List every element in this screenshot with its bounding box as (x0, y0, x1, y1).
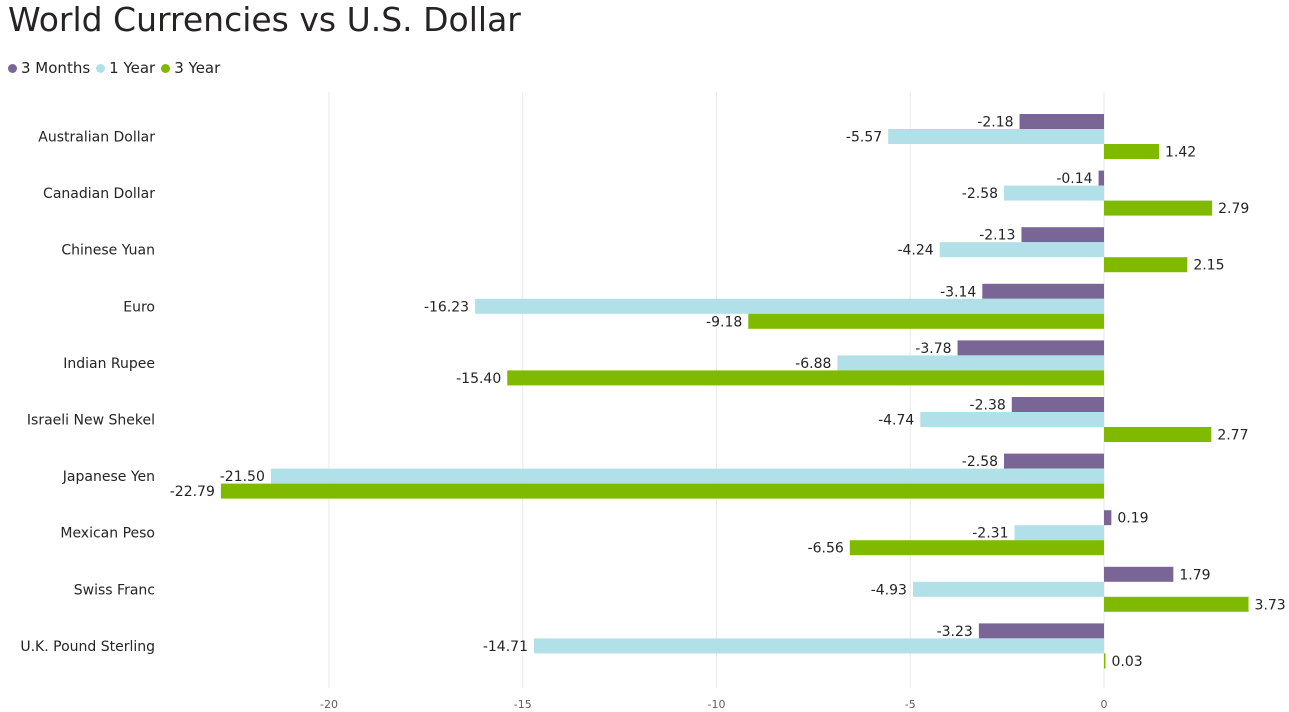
data-label: 0.03 (1112, 654, 1143, 670)
data-label: -0.14 (1056, 171, 1092, 187)
data-label: -4.74 (878, 413, 914, 429)
data-label: 1.42 (1165, 145, 1196, 161)
bar (920, 412, 1104, 427)
x-tick-label: -5 (905, 698, 916, 711)
bar (1098, 170, 1104, 186)
bar (982, 283, 1104, 299)
data-label: -2.58 (962, 186, 998, 202)
bar (1104, 427, 1212, 442)
bar (1019, 114, 1104, 129)
data-label: -2.13 (979, 228, 1015, 244)
x-tick-label: -20 (320, 698, 338, 711)
data-label: -2.38 (970, 398, 1006, 414)
legend-item-3-months[interactable]: 3 Months (8, 59, 90, 77)
bar (1004, 453, 1104, 469)
category-label: Canadian Dollar (43, 186, 155, 202)
legend-swatch-3-months (8, 63, 17, 73)
bar (220, 483, 1104, 499)
legend-swatch-1-year (96, 63, 106, 73)
data-label: 1.79 (1179, 567, 1210, 583)
bar (1011, 397, 1104, 412)
bar (1021, 227, 1104, 243)
category-label: Israeli New Shekel (27, 413, 155, 429)
data-label: -16.23 (424, 299, 469, 315)
data-label: -5.57 (846, 130, 882, 146)
bar (475, 298, 1104, 314)
category-label: Australian Dollar (38, 130, 155, 146)
data-label: -22.79 (170, 484, 215, 500)
bar (957, 340, 1104, 356)
category-label: Swiss Franc (74, 582, 155, 598)
legend: 3 Months 1 Year 3 Year (8, 57, 226, 79)
data-label: -6.56 (808, 541, 844, 557)
data-label: -4.93 (871, 582, 907, 598)
bar (1104, 596, 1249, 612)
bar (1104, 510, 1112, 526)
x-tick-label: -10 (708, 698, 726, 711)
category-label: Japanese Yen (62, 469, 155, 485)
legend-item-3-year[interactable]: 3 Year (161, 59, 220, 77)
category-label: Euro (123, 299, 155, 315)
data-label: 2.15 (1193, 258, 1224, 274)
bar (837, 355, 1104, 371)
bar (748, 313, 1104, 329)
data-label: -15.40 (456, 371, 501, 387)
data-label: -4.24 (897, 243, 933, 259)
legend-item-1-year[interactable]: 1 Year (96, 59, 155, 77)
data-label: -9.18 (706, 314, 742, 330)
data-label: 2.79 (1218, 201, 1249, 217)
bar (1104, 257, 1188, 273)
data-label: -3.23 (937, 624, 973, 640)
bar (1004, 185, 1104, 201)
data-label: -3.14 (940, 284, 976, 300)
bar (978, 623, 1104, 639)
category-label: U.K. Pound Sterling (20, 639, 155, 655)
bar (849, 540, 1104, 556)
bar (888, 129, 1104, 144)
chart-title: World Currencies vs U.S. Dollar (8, 0, 521, 39)
category-label: Mexican Peso (60, 526, 155, 542)
bar (270, 468, 1104, 484)
data-label: 0.19 (1117, 511, 1148, 527)
legend-label-3-year: 3 Year (174, 59, 221, 77)
category-label: Indian Rupee (63, 356, 155, 372)
category-label: Chinese Yuan (61, 243, 155, 259)
data-label: -3.78 (915, 341, 951, 357)
data-label: -2.58 (962, 454, 998, 470)
data-label: -21.50 (220, 469, 265, 485)
data-label: 3.73 (1255, 597, 1286, 613)
data-label: -2.31 (972, 526, 1008, 542)
legend-label-1-year: 1 Year (109, 59, 156, 77)
bar (1104, 144, 1160, 159)
bar (939, 242, 1104, 258)
bar (1104, 653, 1106, 669)
x-tick-label: -15 (514, 698, 532, 711)
data-label: 2.77 (1217, 428, 1248, 444)
legend-swatch-3-year (161, 63, 171, 73)
data-label: -6.88 (795, 356, 831, 372)
legend-label-3-months: 3 Months (21, 59, 91, 77)
bar (1104, 566, 1174, 582)
bar (1014, 525, 1104, 541)
data-label: -14.71 (483, 639, 528, 655)
bar (533, 638, 1104, 654)
bar (1104, 200, 1213, 216)
bar (507, 370, 1104, 386)
x-tick-label: 0 (1101, 698, 1108, 711)
data-label: -2.18 (977, 115, 1013, 131)
bar (912, 581, 1104, 597)
